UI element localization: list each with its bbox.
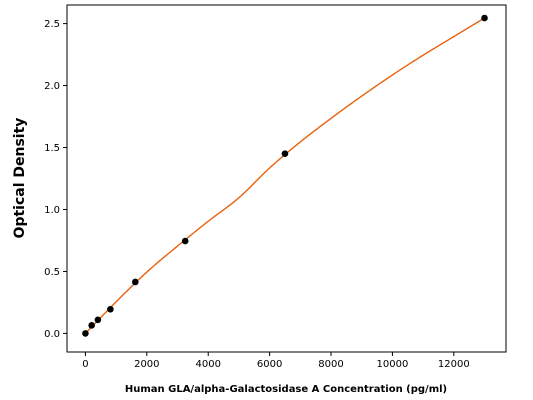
- data-point: [281, 150, 289, 158]
- x-tick-label: 0: [82, 359, 88, 370]
- data-point: [132, 278, 139, 286]
- x-tick-label: 10000: [377, 359, 409, 370]
- data-point: [94, 316, 102, 324]
- fit-curve: [84, 17, 485, 334]
- x-tick-label: 4000: [195, 359, 220, 370]
- x-tick-label: 8000: [318, 359, 343, 370]
- y-axis: 0.0 0.5 1.0 1.5 2.0 2.5: [44, 19, 67, 340]
- x-tick-label: 2000: [134, 359, 159, 370]
- plot-frame: [66, 4, 507, 353]
- y-tick-label: 2.5: [44, 19, 60, 30]
- x-tick-label: 12000: [438, 359, 470, 370]
- y-tick-label: 1.5: [44, 143, 60, 154]
- x-tick-label: 6000: [257, 359, 282, 370]
- y-tick-label: 1.0: [44, 205, 60, 216]
- data-point: [481, 14, 488, 22]
- y-tick-label: 2.0: [44, 81, 60, 92]
- data-points: [82, 14, 488, 337]
- y-axis-title: Optical Density: [12, 118, 28, 239]
- y-tick-label: 0.0: [44, 329, 60, 340]
- data-point: [88, 322, 95, 329]
- data-point: [82, 330, 89, 337]
- data-point: [181, 237, 189, 245]
- x-axis: 0 2000 4000 6000 8000 10000 12000: [82, 352, 470, 370]
- y-tick-label: 0.5: [44, 267, 60, 278]
- data-point: [107, 305, 114, 313]
- x-axis-title: Human GLA/alpha-Galactosidase A Concentr…: [125, 384, 447, 395]
